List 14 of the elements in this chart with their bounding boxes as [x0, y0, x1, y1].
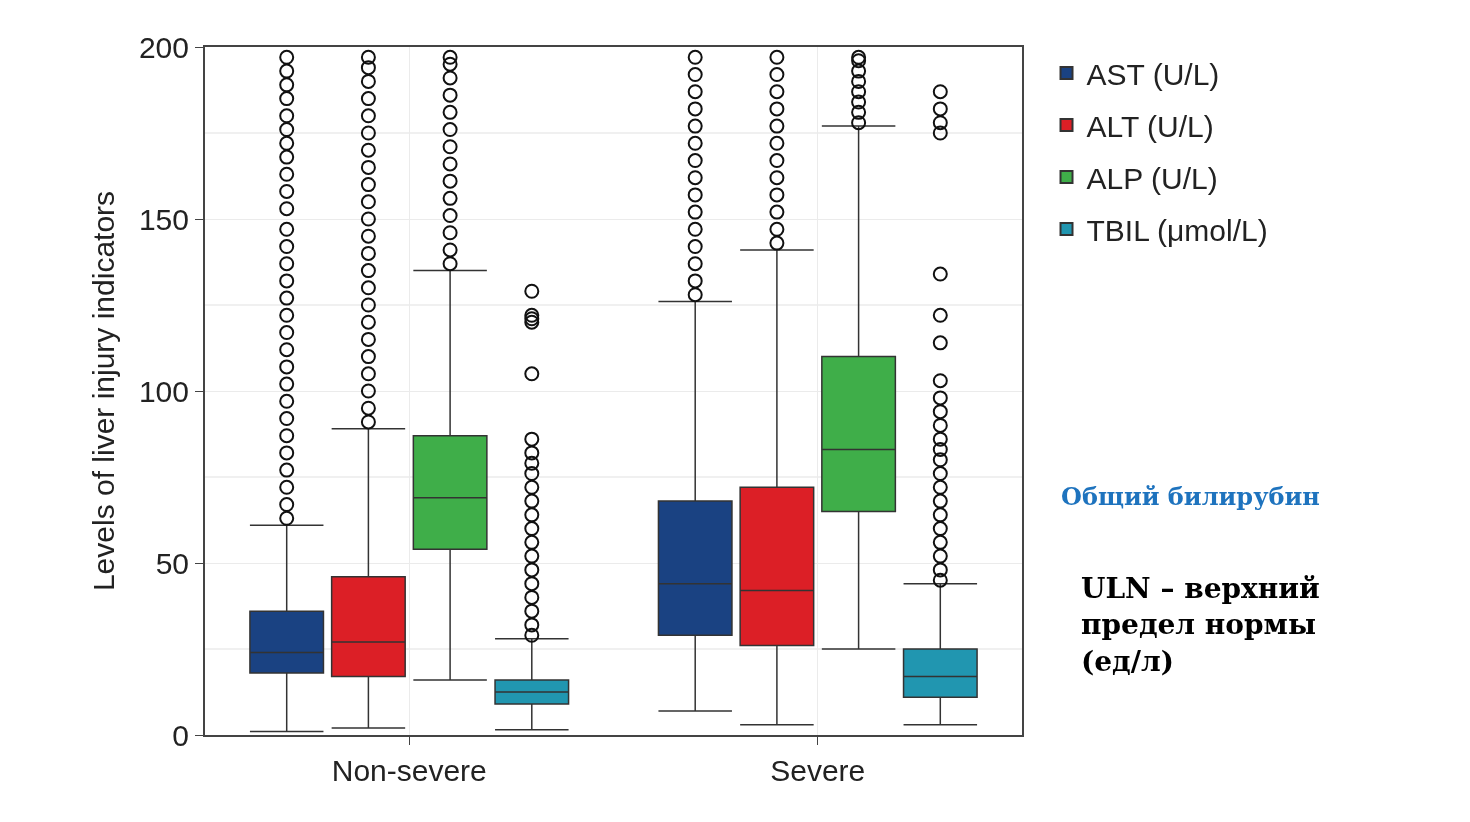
text: Общий билирубин	[1061, 482, 1320, 511]
y-tick-label: 0	[172, 718, 189, 752]
legend-label: ALP (U/L)	[1086, 161, 1218, 195]
x-tick-label: Severe	[770, 754, 866, 787]
y-tick-label: 50	[155, 546, 189, 580]
y-tick-label: 100	[138, 374, 189, 408]
x-tick-label: Non-severe	[331, 754, 487, 787]
legend-label: ALT (U/L)	[1086, 109, 1214, 143]
y-tick-label: 200	[138, 30, 189, 64]
legend-label: AST (U/L)	[1086, 57, 1220, 91]
legend-label: TBIL (μmol/L)	[1086, 213, 1268, 247]
y-axis-title: Levels of liver injury indicators	[87, 190, 121, 592]
text: ULN – верхний предел нормы (ед/л)	[1081, 572, 1320, 678]
y-tick-label: 150	[138, 202, 189, 236]
